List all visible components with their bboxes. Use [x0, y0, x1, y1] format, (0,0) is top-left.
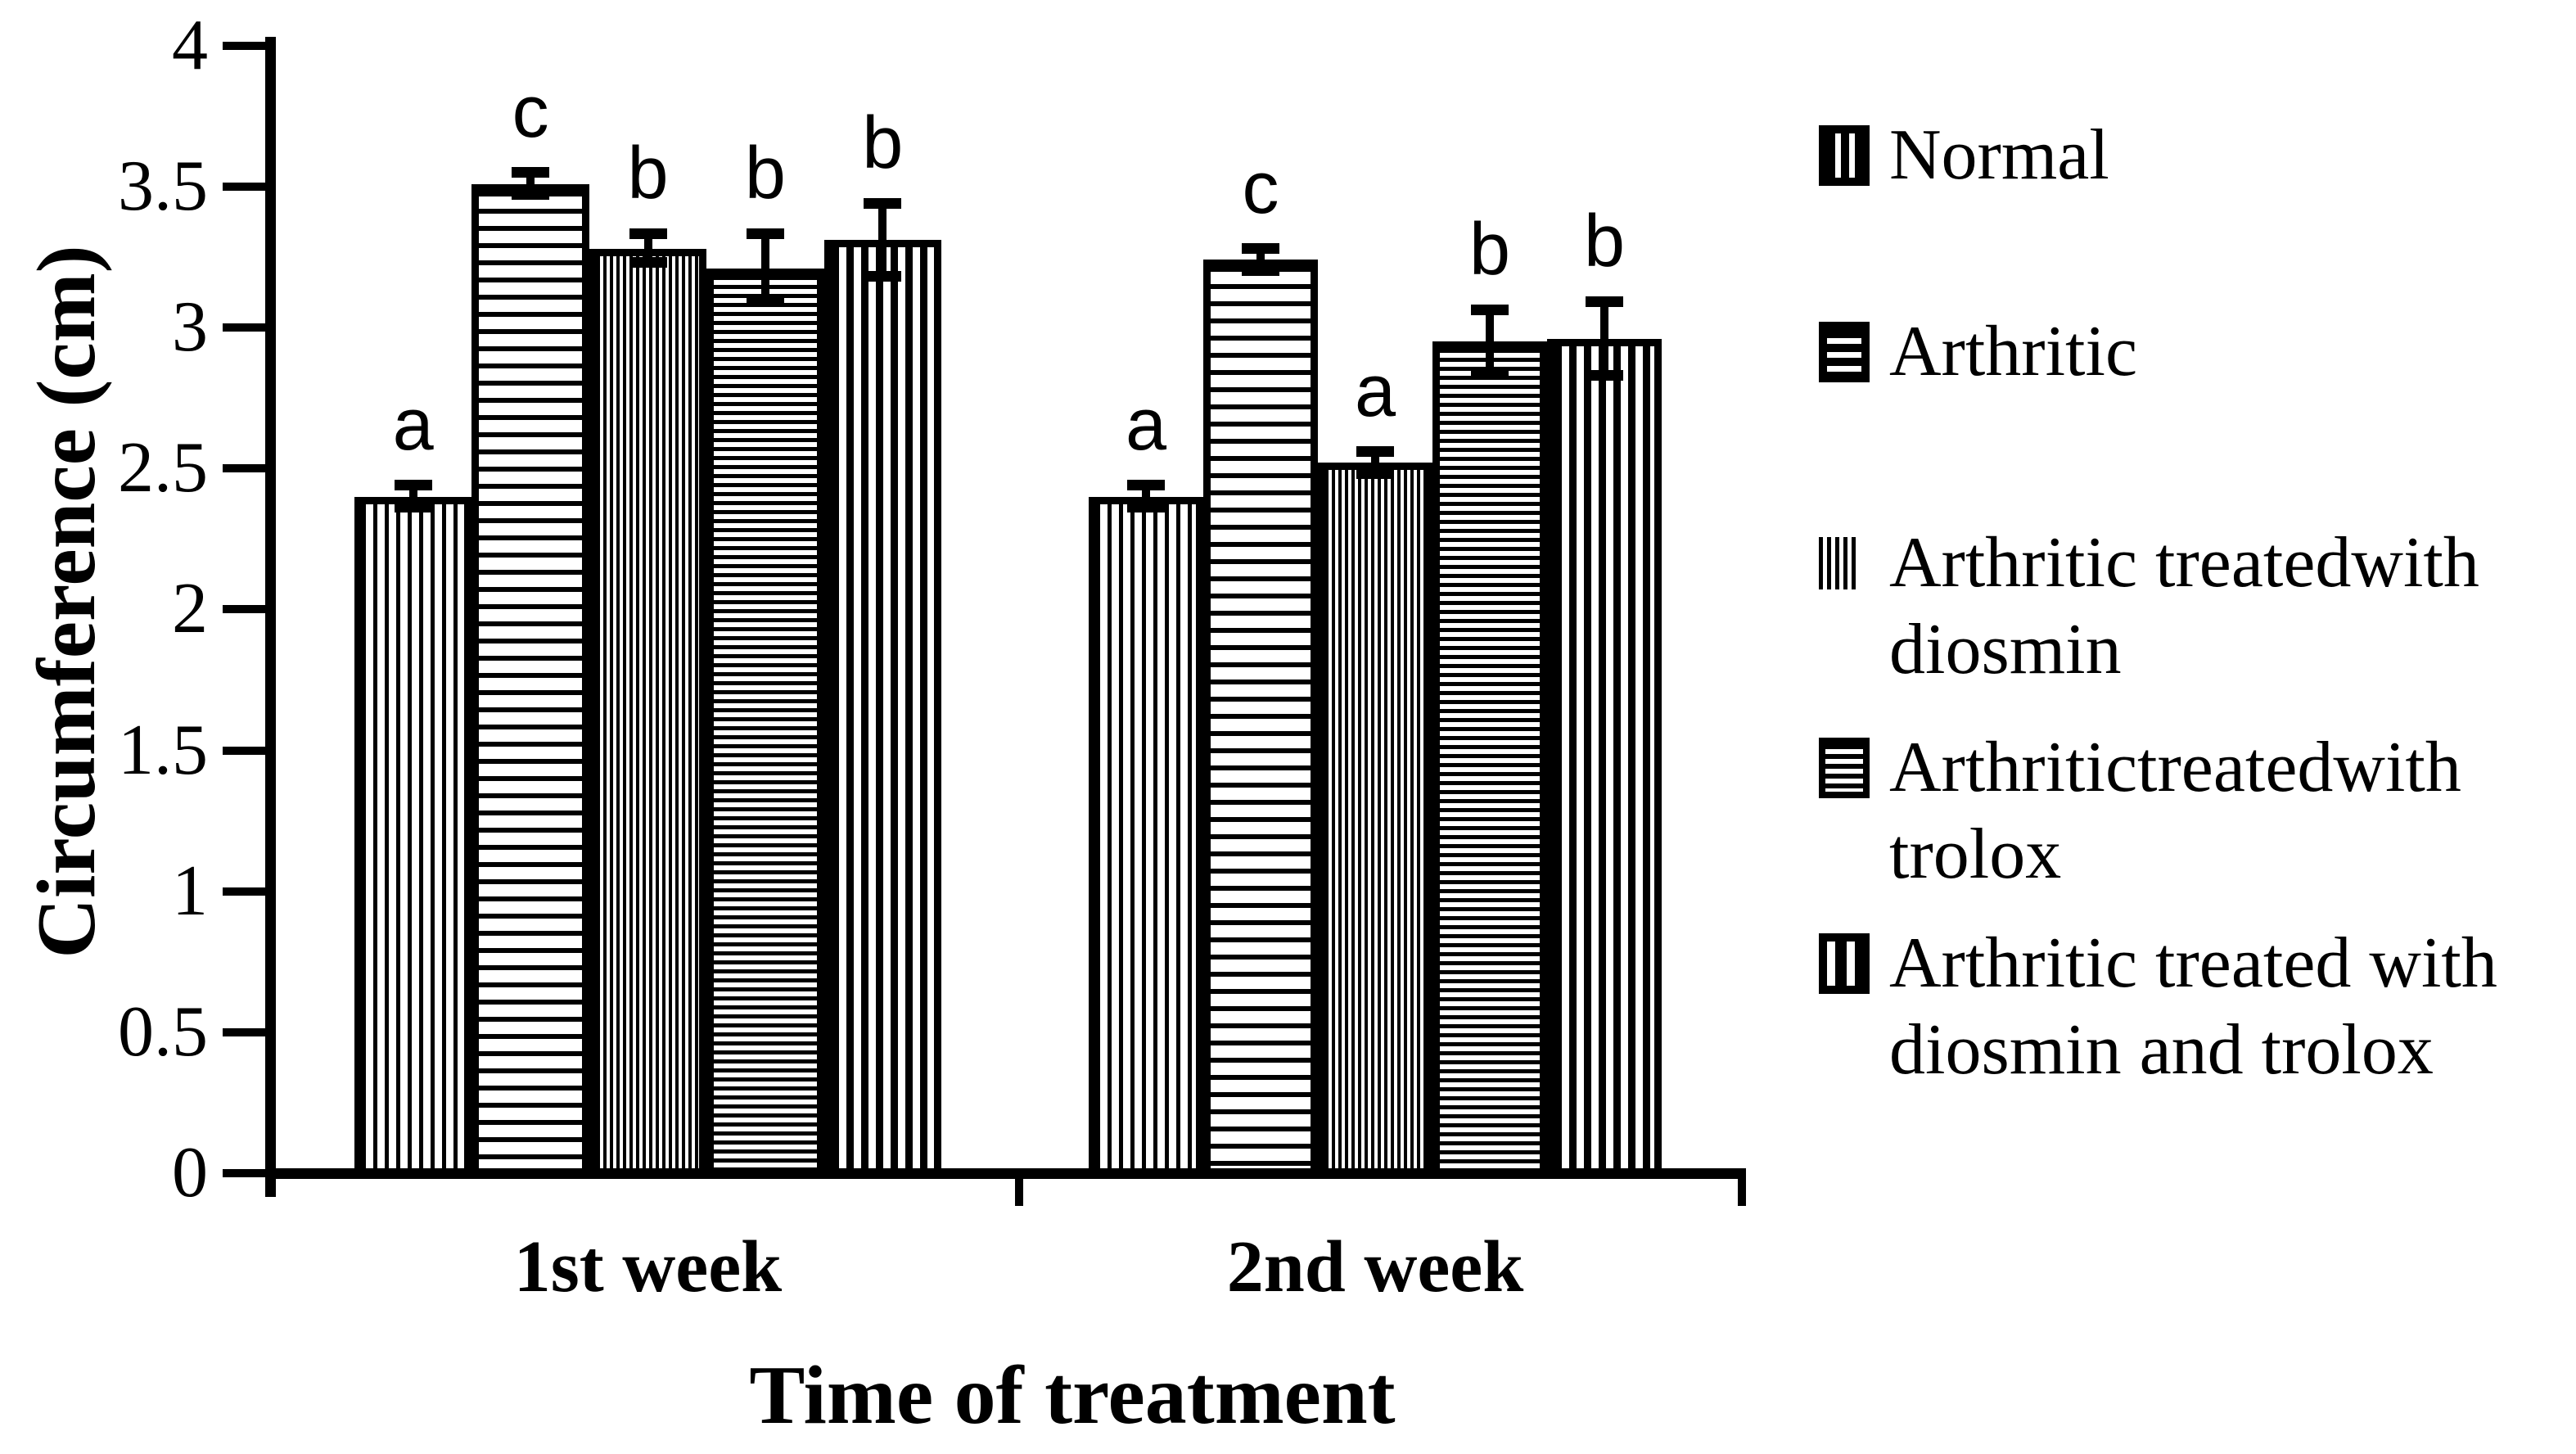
error-bar-cap-bottom — [864, 271, 902, 282]
y-tick-label: 0 — [172, 1133, 208, 1212]
y-tick — [223, 464, 265, 473]
error-bar-cap-top — [864, 197, 902, 209]
error-bar-cap-top — [394, 479, 432, 490]
legend-label: Arthritic — [1889, 312, 2138, 391]
bar-arthritic-1 — [471, 183, 589, 1176]
error-bar-cap-bottom — [1471, 367, 1509, 378]
legend-label: Arthritictreatedwith — [1889, 728, 2461, 807]
legend-label: trolox — [1889, 815, 2062, 894]
y-tick-label: 3.5 — [118, 146, 208, 226]
y-tick — [223, 605, 265, 614]
error-bar-cap-top — [512, 166, 550, 178]
error-bar-cap-bottom — [746, 296, 784, 308]
y-tick-label: 0.5 — [118, 991, 208, 1072]
y-tick — [223, 182, 265, 191]
significance-letter: b — [627, 133, 669, 215]
y-tick — [223, 887, 265, 896]
error-bar-whisker — [760, 234, 769, 303]
significance-letter: c — [1242, 147, 1279, 229]
error-bar-whisker — [643, 234, 652, 263]
y-tick-label: 2.5 — [118, 428, 208, 508]
legend-label: Arthritic treatedwith — [1889, 523, 2479, 603]
error-bar-cap-bottom — [629, 256, 667, 268]
legend-label: Arthritic treated with — [1889, 923, 2497, 1003]
bar-normal-1 — [354, 496, 472, 1176]
error-bar-cap-top — [1127, 479, 1165, 490]
y-tick — [223, 746, 265, 755]
error-bar-whisker — [878, 203, 887, 278]
bar-arthritic-treated-with-diosmin-and-trolox-1 — [823, 240, 941, 1176]
significance-letter: a — [1354, 350, 1396, 432]
error-bar-cap-bottom — [512, 189, 550, 201]
error-bar-cap-bottom — [1356, 468, 1394, 480]
y-axis-line — [265, 37, 276, 1197]
error-bar-whisker — [1371, 451, 1379, 475]
error-bar-whisker — [408, 485, 417, 508]
y-tick — [223, 1027, 265, 1036]
legend-swatch-vertical-wide-icon — [1819, 933, 1870, 994]
legend-swatch-horizontal-wide-icon — [1819, 322, 1870, 382]
significance-letter: b — [1468, 209, 1511, 291]
error-bar-cap-bottom — [1127, 502, 1165, 513]
y-tick-label: 4 — [172, 5, 208, 85]
bar-arthritic-treated-with-diosmin-and-trolox-2 — [1547, 338, 1662, 1176]
legend-label: Normal — [1889, 115, 2109, 195]
significance-letter: a — [392, 383, 434, 466]
error-bar-whisker — [526, 172, 535, 196]
error-bar-cap-top — [1356, 445, 1394, 457]
y-tick-label: 2 — [172, 569, 208, 649]
error-bar-cap-top — [629, 228, 667, 240]
significance-letter: c — [512, 70, 549, 153]
error-bar-whisker — [1486, 310, 1494, 373]
x-category-label: 1st week — [513, 1226, 783, 1307]
x-category-label: 2nd week — [1226, 1226, 1524, 1307]
significance-letter: b — [744, 133, 786, 215]
bar-normal-2 — [1089, 496, 1203, 1176]
x-axis-line — [265, 1168, 1746, 1179]
legend-label: diosmin — [1889, 610, 2122, 689]
x-tick — [1738, 1173, 1746, 1206]
error-bar-cap-top — [1471, 305, 1509, 316]
bar-arthritic-treatedwith-diosmin-1 — [589, 248, 707, 1176]
significance-letter: b — [1583, 201, 1626, 283]
y-tick — [223, 1169, 265, 1177]
error-bar-cap-bottom — [394, 502, 432, 513]
error-bar-cap-bottom — [1242, 265, 1279, 277]
y-tick — [223, 41, 265, 50]
significance-letter: b — [862, 102, 904, 184]
y-tick-label: 1.5 — [118, 710, 208, 790]
legend-swatch-horizontal-dense-icon — [1819, 738, 1870, 798]
legend-label: diosmin and trolox — [1889, 1010, 2434, 1090]
bar-arthritic-2 — [1203, 260, 1318, 1176]
error-bar-cap-top — [746, 228, 784, 240]
bar-arthritictreatedwith-trolox-2 — [1432, 341, 1547, 1176]
y-tick-label: 1 — [172, 851, 208, 931]
error-bar-whisker — [1600, 302, 1608, 376]
error-bar-cap-top — [1242, 242, 1279, 254]
error-bar-cap-bottom — [1586, 369, 1623, 381]
x-axis-title: Time of treatment — [749, 1349, 1396, 1442]
legend-swatch-vertical-medium-icon — [1819, 125, 1870, 186]
significance-letter: a — [1125, 383, 1167, 466]
error-bar-cap-top — [1586, 296, 1623, 308]
y-tick — [223, 323, 265, 332]
error-bar-whisker — [1142, 485, 1150, 508]
x-tick — [1015, 1173, 1023, 1206]
bar-arthritictreatedwith-trolox-1 — [706, 268, 824, 1176]
bar-arthritic-treatedwith-diosmin-2 — [1318, 463, 1432, 1176]
y-tick-label: 3 — [172, 287, 208, 368]
error-bar-whisker — [1256, 248, 1265, 272]
legend-swatch-vertical-dense-icon — [1819, 537, 1860, 589]
